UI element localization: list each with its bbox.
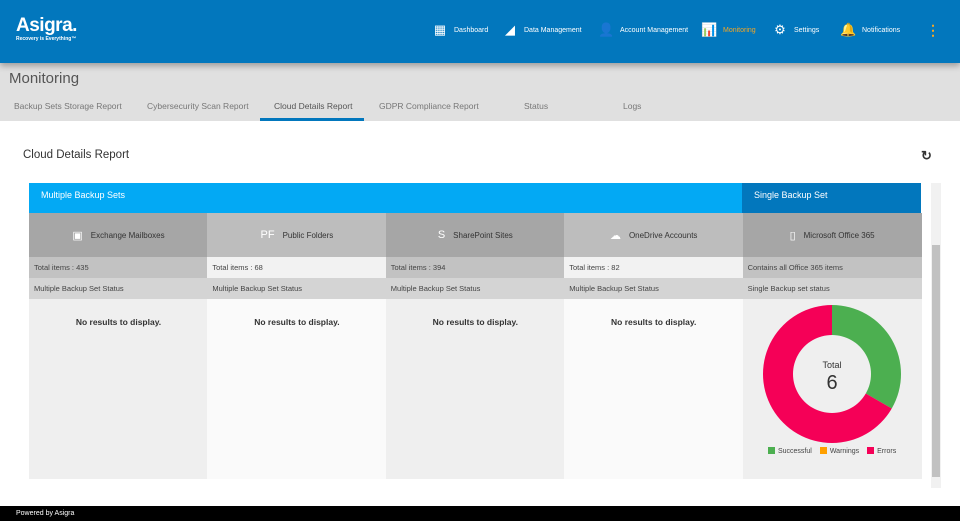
tab-logs[interactable]: Logs <box>623 101 642 111</box>
nav-label: Monitoring <box>723 26 756 34</box>
center-label: Total <box>822 360 841 370</box>
nav-label: Data Management <box>524 26 582 34</box>
column-header[interactable]: PF Public Folders <box>207 213 387 257</box>
legend-item-warnings[interactable]: Warnings <box>819 447 860 455</box>
sub-header: Monitoring Backup Sets Storage Report Cyb… <box>0 63 960 121</box>
asigra-logo[interactable]: Asigra. Recovery is Everything™ <box>16 15 77 42</box>
nav-notifications[interactable]: 🔔 Notifications <box>840 22 900 38</box>
total-items: Total items : 82 <box>564 257 744 278</box>
person-icon: 👤 <box>598 22 615 37</box>
column-title: Exchange Mailboxes <box>90 230 165 240</box>
column-exchange-mailboxes: ▣ Exchange Mailboxes Total items : 435 Mu… <box>29 213 208 479</box>
nav-settings[interactable]: ⚙ Settings <box>772 22 819 38</box>
slice-errors[interactable] <box>762 305 892 443</box>
exchange-icon: ▣ <box>72 229 83 242</box>
chart-legend: Successful Warnings Errors <box>743 447 922 455</box>
center-value: 6 <box>826 372 837 394</box>
tab-backup-sets-storage-report[interactable]: Backup Sets Storage Report <box>14 101 122 111</box>
tab-status[interactable]: Status <box>524 101 549 111</box>
refresh-icon[interactable]: ↻ <box>921 148 932 163</box>
status-donut-chart: Total 6 <box>762 305 901 443</box>
total-items: Total items : 68 <box>207 257 387 278</box>
status-label: Multiple Backup Set Status <box>564 278 744 299</box>
legend-label: Successful <box>777 448 812 455</box>
sharepoint-icon: S <box>437 229 446 241</box>
gear-icon: ⚙ <box>774 22 786 37</box>
column-title: Public Folders <box>282 230 334 240</box>
slice-successful[interactable] <box>831 305 901 409</box>
page-title: Monitoring <box>9 70 80 87</box>
column-header[interactable]: ▯ Microsoft Office 365 <box>742 213 922 257</box>
nav-label: Settings <box>794 26 820 34</box>
total-items: Total items : 435 <box>29 257 208 278</box>
office365-icon: ▯ <box>789 229 796 242</box>
single-backup-set-banner: Single Backup Set <box>742 183 921 213</box>
column-title: OneDrive Accounts <box>628 230 698 240</box>
legend-swatch <box>819 447 827 454</box>
footer: Powered by Asigra <box>0 506 960 521</box>
nav-label: Dashboard <box>454 26 489 34</box>
nav-label: Account Management <box>620 26 689 34</box>
nav-monitoring[interactable]: 📊 Monitoring <box>701 22 756 38</box>
tab-cloud-details-report[interactable]: Cloud Details Report <box>274 101 353 111</box>
bell-icon: 🔔 <box>840 22 857 37</box>
column-sharepoint-sites: S SharePoint Sites Total items : 394 Mult… <box>385 213 565 479</box>
monitoring-icon: 📊 <box>701 22 718 37</box>
legend-swatch <box>867 447 875 454</box>
active-tab-indicator <box>260 118 364 121</box>
legend-label: Errors <box>877 448 897 455</box>
column-public-folders: PF Public Folders Total items : 68 Multip… <box>207 213 387 479</box>
multiple-backup-sets-banner: Multiple Backup Sets <box>29 183 742 213</box>
column-title: SharePoint Sites <box>453 230 513 240</box>
column-header[interactable]: S SharePoint Sites <box>385 213 565 257</box>
nav-label: Notifications <box>862 26 901 34</box>
column-header[interactable]: ▣ Exchange Mailboxes <box>29 213 208 257</box>
column-header[interactable]: ☁ OneDrive Accounts <box>564 213 744 257</box>
no-results-message: No results to display. <box>29 299 208 479</box>
public-folders-icon: PF <box>260 229 275 241</box>
report-title: Cloud Details Report <box>23 149 130 161</box>
no-results-message: No results to display. <box>207 299 387 479</box>
column-microsoft-office-365: ▯ Microsoft Office 365 Contains all Offic… <box>742 213 922 479</box>
more-menu-icon[interactable]: ⋮ <box>926 22 940 38</box>
no-results-message: No results to display. <box>564 299 744 479</box>
column-title: Microsoft Office 365 <box>803 230 875 240</box>
status-label: Multiple Backup Set Status <box>207 278 387 299</box>
scrollbar-thumb[interactable] <box>932 245 940 477</box>
tab-cybersecurity-scan-report[interactable]: Cybersecurity Scan Report <box>147 101 249 111</box>
top-bar: Asigra. Recovery is Everything™ ▦ Dashboa… <box>0 0 960 63</box>
total-items: Total items : 394 <box>385 257 565 278</box>
nav-account-management[interactable]: 👤 Account Management <box>598 22 688 38</box>
status-label: Single Backup set status <box>742 278 922 299</box>
nav-data-management[interactable]: ◢ Data Management <box>502 22 582 38</box>
dashboard-icon: ▦ <box>433 22 447 37</box>
tab-gdpr-compliance-report[interactable]: GDPR Compliance Report <box>379 101 479 111</box>
legend-swatch <box>767 447 775 454</box>
legend-item-errors[interactable]: Errors <box>867 447 896 455</box>
nav-dashboard[interactable]: ▦ Dashboard <box>432 22 488 38</box>
status-label: Multiple Backup Set Status <box>385 278 565 299</box>
chart-area: Total 6 Successful Warnings Errors <box>742 299 922 479</box>
total-items: Contains all Office 365 items <box>742 257 922 278</box>
no-results-message: No results to display. <box>385 299 565 479</box>
column-onedrive-accounts: ☁ OneDrive Accounts Total items : 82 Mult… <box>564 213 744 479</box>
data-management-icon: ◢ <box>505 22 515 37</box>
legend-label: Warnings <box>829 448 860 455</box>
status-label: Multiple Backup Set Status <box>29 278 208 299</box>
legend-item-successful[interactable]: Successful <box>767 447 812 455</box>
scrollbar[interactable] <box>931 183 941 488</box>
onedrive-icon: ☁ <box>609 229 621 242</box>
